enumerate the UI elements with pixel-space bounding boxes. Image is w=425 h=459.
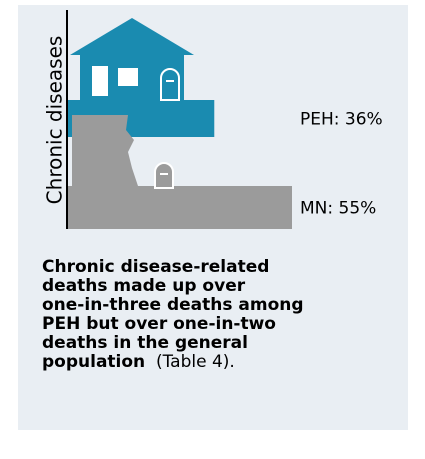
annotation-line: deaths made up over	[42, 276, 246, 296]
y-axis-label: Chronic diseases	[43, 36, 67, 205]
annotation-line: population	[42, 352, 146, 372]
annotation-line: one-in-three deaths among	[42, 295, 304, 315]
annotation: Chronic disease-related deaths made up ov…	[42, 258, 372, 372]
annotation-line: Chronic disease-related	[42, 257, 270, 277]
house-icon	[70, 18, 194, 102]
annotation-line: PEH but over one-in-two	[42, 314, 276, 334]
annotation-note: (Table 4).	[155, 352, 235, 372]
annotation-line: deaths in the general	[42, 333, 248, 353]
value-label: PEH: 36%	[300, 110, 383, 130]
state-icon	[72, 115, 174, 189]
value-label: MN: 55%	[300, 199, 376, 219]
bar	[67, 186, 292, 229]
